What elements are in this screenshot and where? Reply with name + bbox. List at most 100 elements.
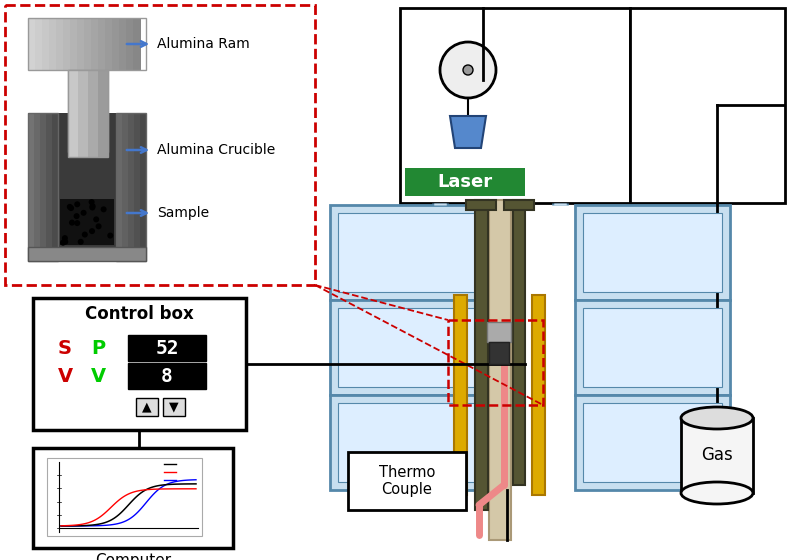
Circle shape — [88, 199, 95, 205]
Bar — [116, 113, 146, 261]
Circle shape — [440, 42, 496, 98]
Bar — [136, 398, 158, 416]
Bar — [489, 200, 511, 540]
Bar — [98, 70, 108, 152]
Bar — [348, 452, 466, 510]
Text: V: V — [58, 366, 73, 385]
Polygon shape — [450, 116, 486, 148]
Bar — [56, 18, 64, 70]
Bar — [33, 448, 233, 548]
Bar — [338, 403, 477, 482]
Circle shape — [60, 240, 66, 246]
Bar — [34, 113, 40, 261]
Circle shape — [74, 201, 80, 207]
Bar — [163, 398, 185, 416]
Bar — [575, 300, 730, 395]
Bar — [63, 18, 71, 70]
Bar — [126, 18, 134, 70]
Circle shape — [68, 205, 74, 211]
Bar — [630, 8, 785, 203]
Bar — [40, 113, 46, 261]
Bar — [68, 70, 108, 157]
Circle shape — [82, 231, 88, 237]
Bar — [116, 113, 122, 261]
Circle shape — [67, 204, 73, 210]
Bar — [49, 18, 57, 70]
Bar — [504, 200, 534, 210]
Bar — [128, 363, 206, 389]
Circle shape — [89, 204, 95, 211]
Text: Thermo
Couple: Thermo Couple — [379, 465, 436, 497]
Bar — [60, 199, 114, 245]
Bar — [28, 113, 58, 261]
Bar — [583, 213, 722, 292]
Text: 52: 52 — [155, 338, 179, 357]
Circle shape — [78, 239, 84, 245]
Text: Gas: Gas — [701, 446, 733, 464]
Bar — [466, 200, 496, 210]
Bar — [681, 418, 753, 493]
Ellipse shape — [681, 407, 753, 429]
Bar — [330, 300, 485, 395]
Bar — [112, 18, 120, 70]
Bar — [575, 205, 730, 300]
Bar — [338, 213, 477, 292]
Bar — [5, 5, 315, 285]
Circle shape — [80, 210, 87, 216]
Text: P: P — [91, 338, 105, 357]
Circle shape — [90, 203, 95, 209]
Circle shape — [107, 232, 114, 239]
Circle shape — [73, 213, 80, 219]
Bar — [46, 113, 52, 261]
Bar — [475, 200, 488, 510]
Text: Alumina Crucible: Alumina Crucible — [157, 143, 275, 157]
Circle shape — [62, 235, 68, 241]
Bar — [400, 8, 630, 203]
Bar — [128, 113, 134, 261]
Text: Alumina Ram: Alumina Ram — [157, 37, 250, 51]
Bar — [70, 18, 78, 70]
Text: 8: 8 — [161, 366, 173, 385]
Bar — [330, 395, 485, 490]
Bar — [489, 342, 509, 364]
Ellipse shape — [681, 482, 753, 504]
Bar — [78, 70, 88, 152]
Bar — [42, 18, 50, 70]
Text: ▲: ▲ — [142, 400, 151, 413]
Bar — [338, 308, 477, 387]
Bar — [105, 18, 113, 70]
Circle shape — [69, 220, 75, 226]
Bar — [140, 113, 146, 261]
Bar — [532, 295, 545, 495]
Bar — [119, 18, 127, 70]
Bar — [128, 335, 206, 361]
Text: Laser: Laser — [437, 173, 492, 191]
Bar — [88, 70, 98, 152]
Text: Control box: Control box — [85, 305, 194, 323]
Text: Computer: Computer — [95, 553, 171, 560]
Bar — [98, 18, 106, 70]
Circle shape — [74, 220, 80, 226]
Bar — [448, 320, 543, 405]
Bar — [454, 295, 467, 495]
Bar — [405, 168, 525, 196]
Bar — [68, 70, 78, 157]
Bar — [28, 247, 146, 261]
Circle shape — [101, 206, 107, 212]
Bar — [122, 113, 128, 261]
Bar — [91, 18, 99, 70]
Bar — [88, 70, 98, 157]
Bar — [134, 113, 140, 261]
Bar — [28, 113, 34, 261]
Bar — [58, 113, 116, 247]
Bar — [133, 18, 141, 70]
Bar — [47, 458, 202, 536]
Circle shape — [93, 216, 99, 222]
Bar — [78, 70, 88, 157]
Circle shape — [62, 239, 69, 245]
Bar — [513, 200, 525, 485]
Bar — [68, 70, 108, 152]
Bar — [52, 113, 58, 261]
Bar — [583, 403, 722, 482]
Bar — [487, 322, 511, 342]
